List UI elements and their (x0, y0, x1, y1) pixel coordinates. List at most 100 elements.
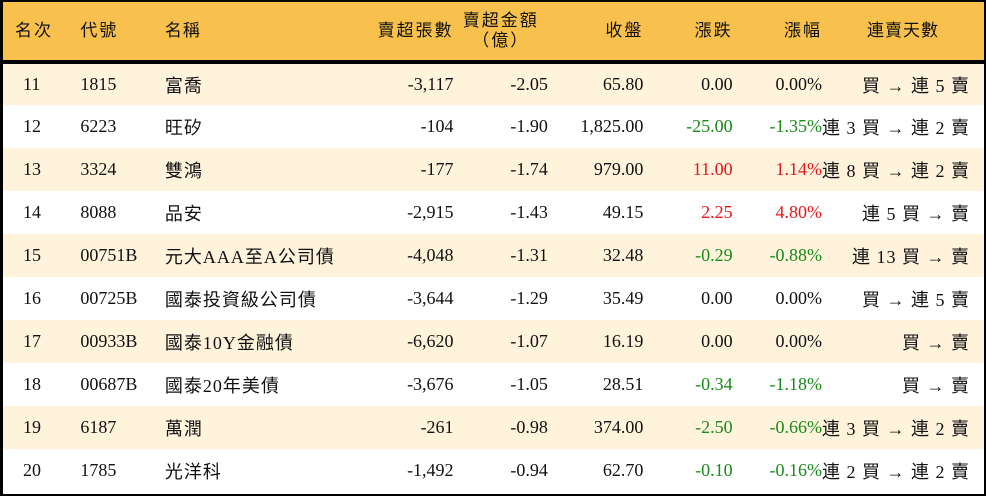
stock-name-cell[interactable]: 國泰10Y金融債 (164, 332, 294, 353)
change-pct-cell: -0.16% (769, 460, 823, 480)
close-price-cell: 35.49 (602, 288, 644, 308)
table-row[interactable]: 15 00751B 元大AAA至A公司債 -4,048 -1.31 32.48 -0.29 -… (3, 234, 984, 277)
change-pct-cell: -1.35% (769, 116, 823, 136)
streak-cell: 連 13 買 → 賣 (852, 246, 970, 267)
stock-name-cell[interactable]: 雙鴻 (164, 160, 203, 181)
header-net-sell-volume[interactable]: 賣超張數 (334, 2, 454, 64)
rank-cell: 18 (23, 374, 41, 394)
rank-cell: 15 (23, 245, 41, 265)
stock-code-cell[interactable]: 1785 (80, 460, 117, 480)
close-price-cell: 65.80 (602, 74, 644, 94)
net-sell-volume-cell: -104 (420, 116, 454, 136)
rank-cell: 17 (23, 331, 41, 351)
streak-cell: 連 8 買 → 連 2 賣 (822, 160, 970, 181)
stock-name-cell[interactable]: 元大AAA至A公司債 (164, 246, 335, 267)
price-change-cell: -0.34 (695, 374, 733, 394)
close-price-cell: 49.15 (602, 202, 644, 222)
table-row[interactable]: 17 00933B 國泰10Y金融債 -6,620 -1.07 16.19 0.00 0.00… (3, 320, 984, 363)
change-pct-cell: -0.88% (769, 245, 823, 265)
price-change-cell: 0.00 (701, 331, 733, 351)
rank-cell: 13 (23, 159, 41, 179)
net-sell-volume-cell: -3,644 (407, 288, 454, 308)
stock-name-cell[interactable]: 品安 (164, 203, 203, 224)
table-body: 11 1815 富喬 -3,117 -2.05 65.80 0.00 0.00% 買 → 連 5… (3, 62, 984, 492)
header-net-sell-amount[interactable]: 賣超金額 （億） (453, 2, 548, 64)
rank-cell: 16 (23, 288, 41, 308)
table-row[interactable]: 19 6187 萬潤 -261 -0.98 374.00 -2.50 -0.66% 連 3 買 … (3, 406, 984, 449)
streak-cell: 連 3 買 → 連 2 賣 (822, 418, 970, 439)
net-sell-amount-cell: -1.29 (510, 288, 548, 308)
stock-code-cell[interactable]: 3324 (80, 159, 117, 179)
rank-cell: 14 (23, 202, 41, 222)
table-row[interactable]: 16 00725B 國泰投資級公司債 -3,644 -1.29 35.49 0.00 0.00… (3, 277, 984, 320)
header-code[interactable]: 代號 (80, 2, 165, 64)
change-pct-cell: 0.00% (775, 288, 823, 308)
header-name[interactable]: 名稱 (164, 2, 335, 64)
stock-code-cell[interactable]: 00751B (80, 245, 138, 265)
net-sell-amount-cell: -0.94 (510, 460, 548, 480)
table-row[interactable]: 18 00687B 國泰20年美債 -3,676 -1.05 28.51 -0.34 -1.1… (3, 363, 984, 406)
net-sell-volume-cell: -3,676 (407, 374, 454, 394)
close-price-cell: 32.48 (602, 245, 644, 265)
rank-cell: 20 (23, 460, 41, 480)
net-sell-volume-cell: -1,492 (407, 460, 454, 480)
stock-name-cell[interactable]: 光洋科 (164, 461, 222, 482)
table-row[interactable]: 14 8088 品安 -2,915 -1.43 49.15 2.25 4.80% 連 5 買 →… (3, 191, 984, 234)
close-price-cell: 979.00 (593, 159, 644, 179)
net-sell-amount-cell: -0.98 (510, 417, 548, 437)
table-row[interactable]: 13 3324 雙鴻 -177 -1.74 979.00 11.00 1.14% 連 8 買 →… (3, 148, 984, 191)
stock-code-cell[interactable]: 6223 (80, 116, 117, 136)
stock-code-cell[interactable]: 6187 (80, 417, 117, 437)
change-pct-cell: -1.18% (769, 374, 823, 394)
stock-code-cell[interactable]: 8088 (80, 202, 117, 222)
stock-code-cell[interactable]: 00933B (80, 331, 138, 351)
net-sell-volume-cell: -177 (420, 159, 454, 179)
table-row[interactable]: 11 1815 富喬 -3,117 -2.05 65.80 0.00 0.00% 買 → 連 5… (3, 62, 984, 105)
close-price-cell: 28.51 (602, 374, 644, 394)
rank-cell: 19 (23, 417, 41, 437)
header-close[interactable]: 收盤 (547, 2, 644, 64)
streak-cell: 連 3 買 → 連 2 賣 (822, 117, 970, 138)
header-change[interactable]: 漲跌 (643, 2, 733, 64)
price-change-cell: 11.00 (692, 159, 733, 179)
net-sell-volume-cell: -4,048 (407, 245, 454, 265)
net-sell-amount-cell: -1.43 (510, 202, 548, 222)
net-sell-ranking-table: 名次 代號 名稱 賣超張數 賣超金額 （億） 收盤 漲跌 漲幅 連賣天數 11 1… (3, 2, 984, 492)
change-pct-cell: 4.80% (775, 202, 823, 222)
stock-name-cell[interactable]: 國泰投資級公司債 (164, 289, 317, 310)
table-header: 名次 代號 名稱 賣超張數 賣超金額 （億） 收盤 漲跌 漲幅 連賣天數 (3, 2, 984, 64)
stock-code-cell[interactable]: 00687B (80, 374, 138, 394)
net-sell-amount-cell: -1.74 (510, 159, 548, 179)
change-pct-cell: 0.00% (775, 331, 823, 351)
streak-cell: 買 → 賣 (902, 375, 970, 396)
stock-name-cell[interactable]: 富喬 (164, 75, 203, 96)
change-pct-cell: -0.66% (769, 417, 823, 437)
header-net-sell-amount-line2: （億） (472, 31, 530, 50)
net-sell-volume-cell: -3,117 (407, 74, 454, 94)
streak-cell: 連 5 買 → 賣 (862, 203, 970, 224)
net-sell-volume-cell: -261 (420, 417, 454, 437)
price-change-cell: 0.00 (701, 74, 733, 94)
stock-name-cell[interactable]: 萬潤 (164, 418, 203, 439)
header-rank[interactable]: 名次 (3, 2, 81, 64)
close-price-cell: 16.19 (602, 331, 644, 351)
table-row[interactable]: 20 1785 光洋科 -1,492 -0.94 62.70 -0.10 -0.16% 連 2 … (3, 449, 984, 492)
stock-code-cell[interactable]: 1815 (80, 74, 117, 94)
header-row: 名次 代號 名稱 賣超張數 賣超金額 （億） 收盤 漲跌 漲幅 連賣天數 (3, 2, 984, 64)
net-sell-amount-cell: -1.05 (510, 374, 548, 394)
table-row[interactable]: 12 6223 旺矽 -104 -1.90 1,825.00 -25.00 -1.35% 連 3… (3, 105, 984, 148)
stock-name-cell[interactable]: 旺矽 (164, 117, 203, 138)
header-streak[interactable]: 連賣天數 (822, 2, 984, 64)
net-sell-amount-cell: -1.31 (510, 245, 548, 265)
streak-cell: 買 → 連 5 賣 (862, 75, 970, 96)
price-change-cell: -2.50 (695, 417, 733, 437)
net-sell-amount-cell: -1.07 (510, 331, 548, 351)
stock-name-cell[interactable]: 國泰20年美債 (164, 375, 280, 396)
close-price-cell: 62.70 (602, 460, 644, 480)
net-sell-amount-cell: -2.05 (510, 74, 548, 94)
rank-cell: 12 (23, 116, 41, 136)
stock-code-cell[interactable]: 00725B (80, 288, 138, 308)
streak-cell: 買 → 連 5 賣 (862, 289, 970, 310)
header-change-pct[interactable]: 漲幅 (732, 2, 822, 64)
